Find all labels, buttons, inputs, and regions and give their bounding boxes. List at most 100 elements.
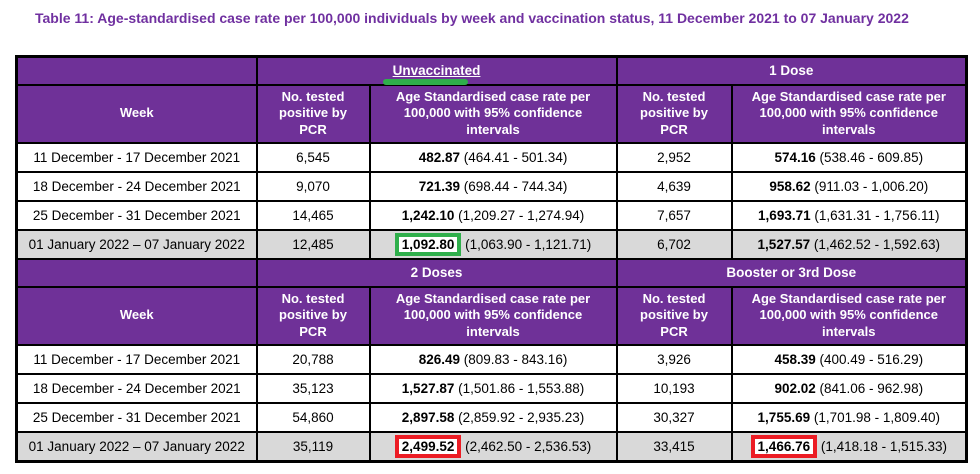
week-cell: 25 December - 31 December 2021: [15, 199, 258, 231]
table-row: 11 December - 17 December 2021 20,788 82…: [15, 343, 968, 375]
rate-value: 1,527.87: [401, 380, 455, 396]
group-header-2-doses: 2 Doses: [255, 257, 618, 288]
confidence-interval: (809.83 - 843.16): [463, 351, 568, 367]
table-row: 25 December - 31 December 2021 54,860 2,…: [15, 401, 968, 433]
rate-value: 1,527.57: [757, 236, 811, 252]
rate-cell: 1,755.69 (1,701.98 - 1,809.40): [730, 401, 968, 433]
table-row: 01 January 2022 – 07 January 2022 12,485…: [15, 228, 968, 260]
count-cell: 10,193: [615, 372, 733, 404]
table-title: Table 11: Age-standardised case rate per…: [35, 10, 909, 26]
confidence-interval: (2,859.92 - 2,935.23): [458, 409, 585, 425]
rate-value: 902.02: [774, 380, 816, 396]
table-row: 11 December - 17 December 2021 6,545 482…: [15, 141, 968, 173]
week-cell: 18 December - 24 December 2021: [15, 170, 258, 202]
table-row: 01 January 2022 – 07 January 2022 35,119…: [15, 430, 968, 462]
count-cell: 6,702: [615, 228, 733, 260]
rate-cell: 721.39 (698.44 - 744.34): [368, 170, 618, 202]
rate-cell: 826.49 (809.83 - 843.16): [368, 343, 618, 375]
count-cell: 2,952: [615, 141, 733, 173]
rate-cell: 958.62 (911.03 - 1,006.20): [730, 170, 968, 202]
week-cell: 25 December - 31 December 2021: [15, 401, 258, 433]
rate-value: 958.62: [769, 178, 811, 194]
no-tested-column-header: No. tested positive by PCR: [615, 285, 733, 346]
count-cell: 9,070: [255, 170, 371, 202]
rate-cell: 1,527.57 (1,462.52 - 1,592.63): [730, 228, 968, 260]
rate-cell: 458.39 (400.49 - 516.29): [730, 343, 968, 375]
count-cell: 14,465: [255, 199, 371, 231]
rate-cell: 902.02 (841.06 - 962.98): [730, 372, 968, 404]
no-tested-column-header: No. tested positive by PCR: [615, 83, 733, 144]
table-row: 18 December - 24 December 2021 35,123 1,…: [15, 372, 968, 404]
count-cell: 35,123: [255, 372, 371, 404]
rate-cell: 1,527.87 (1,501.86 - 1,553.88): [368, 372, 618, 404]
confidence-interval: (1,501.86 - 1,553.88): [458, 380, 585, 396]
count-cell: 33,415: [615, 430, 733, 462]
empty-corner-cell: [15, 55, 258, 86]
group-header-1-dose: 1 Dose: [615, 55, 968, 86]
count-cell: 20,788: [255, 343, 371, 375]
table-row: 18 December - 24 December 2021 9,070 721…: [15, 170, 968, 202]
rate-value: 574.16: [774, 149, 816, 165]
rate-value: 2,897.58: [401, 409, 455, 425]
column-header-row-1: Week No. tested positive by PCR Age Stan…: [15, 83, 968, 144]
group-header-row-1: Unvaccinated 1 Dose: [15, 55, 968, 86]
rate-cell: 1,693.71 (1,631.31 - 1,756.11): [730, 199, 968, 231]
rate-cell: 1,466.76 (1,418.18 - 1,515.33): [730, 430, 968, 462]
confidence-interval: (911.03 - 1,006.20): [814, 178, 929, 194]
unvaccinated-label-with-green-marker: Unvaccinated: [382, 63, 481, 86]
group-header-row-2: 2 Doses Booster or 3rd Dose: [15, 257, 968, 288]
confidence-interval: (464.41 - 501.34): [463, 149, 568, 165]
rate-cell: 2,897.58 (2,859.92 - 2,935.23): [368, 401, 618, 433]
confidence-interval: (1,209.27 - 1,274.94): [458, 207, 585, 223]
group-header-booster: Booster or 3rd Dose: [615, 257, 968, 288]
confidence-interval: (2,462.50 - 2,536.53): [465, 438, 592, 454]
rate-cell: 574.16 (538.46 - 609.85): [730, 141, 968, 173]
no-tested-column-header: No. tested positive by PCR: [255, 285, 371, 346]
green-annotation-box: 1,092.80: [394, 232, 462, 256]
week-cell: 18 December - 24 December 2021: [15, 372, 258, 404]
rate-value: 1,693.71: [758, 207, 811, 223]
week-column-header: Week: [15, 285, 258, 346]
rate-cell: 1,242.10 (1,209.27 - 1,274.94): [368, 199, 618, 231]
table-row: 25 December - 31 December 2021 14,465 1,…: [15, 199, 968, 231]
rate-value: 1,755.69: [757, 409, 811, 425]
rate-value: 482.87: [418, 149, 460, 165]
rate-column-header: Age Standardised case rate per 100,000 w…: [368, 83, 618, 144]
red-annotation-box: 1,466.76: [750, 434, 818, 458]
rate-value: 721.39: [418, 178, 460, 194]
rate-column-header: Age Standardised case rate per 100,000 w…: [368, 285, 618, 346]
rate-cell: 482.87 (464.41 - 501.34): [368, 141, 618, 173]
week-cell: 01 January 2022 – 07 January 2022: [15, 228, 258, 260]
count-cell: 4,639: [615, 170, 733, 202]
case-rate-table: Unvaccinated 1 Dose Week No. tested posi…: [15, 55, 969, 463]
count-cell: 12,485: [255, 228, 371, 260]
confidence-interval: (1,418.18 - 1,515.33): [820, 438, 947, 454]
empty-corner-cell: [15, 257, 258, 288]
rate-column-header: Age Standardised case rate per 100,000 w…: [730, 83, 968, 144]
count-cell: 7,657: [615, 199, 733, 231]
rate-column-header: Age Standardised case rate per 100,000 w…: [730, 285, 968, 346]
count-cell: 3,926: [615, 343, 733, 375]
week-cell: 01 January 2022 – 07 January 2022: [15, 430, 258, 462]
confidence-interval: (1,701.98 - 1,809.40): [813, 409, 940, 425]
rate-cell: 1,092.80 (1,063.90 - 1,121.71): [368, 228, 618, 260]
count-cell: 6,545: [255, 141, 371, 173]
week-column-header: Week: [15, 83, 258, 144]
confidence-interval: (841.06 - 962.98): [819, 380, 924, 396]
count-cell: 54,860: [255, 401, 371, 433]
confidence-interval: (400.49 - 516.29): [819, 351, 924, 367]
rate-value: 1,242.10: [401, 207, 455, 223]
group-header-unvaccinated: Unvaccinated: [255, 55, 618, 86]
no-tested-column-header: No. tested positive by PCR: [255, 83, 371, 144]
red-annotation-box: 2,499.52: [394, 434, 462, 458]
confidence-interval: (538.46 - 609.85): [819, 149, 924, 165]
count-cell: 30,327: [615, 401, 733, 433]
confidence-interval: (1,462.52 - 1,592.63): [813, 236, 940, 252]
confidence-interval: (1,063.90 - 1,121.71): [465, 236, 592, 252]
confidence-interval: (698.44 - 744.34): [463, 178, 568, 194]
rate-cell: 2,499.52 (2,462.50 - 2,536.53): [368, 430, 618, 462]
week-cell: 11 December - 17 December 2021: [15, 343, 258, 375]
week-cell: 11 December - 17 December 2021: [15, 141, 258, 173]
column-header-row-2: Week No. tested positive by PCR Age Stan…: [15, 285, 968, 346]
